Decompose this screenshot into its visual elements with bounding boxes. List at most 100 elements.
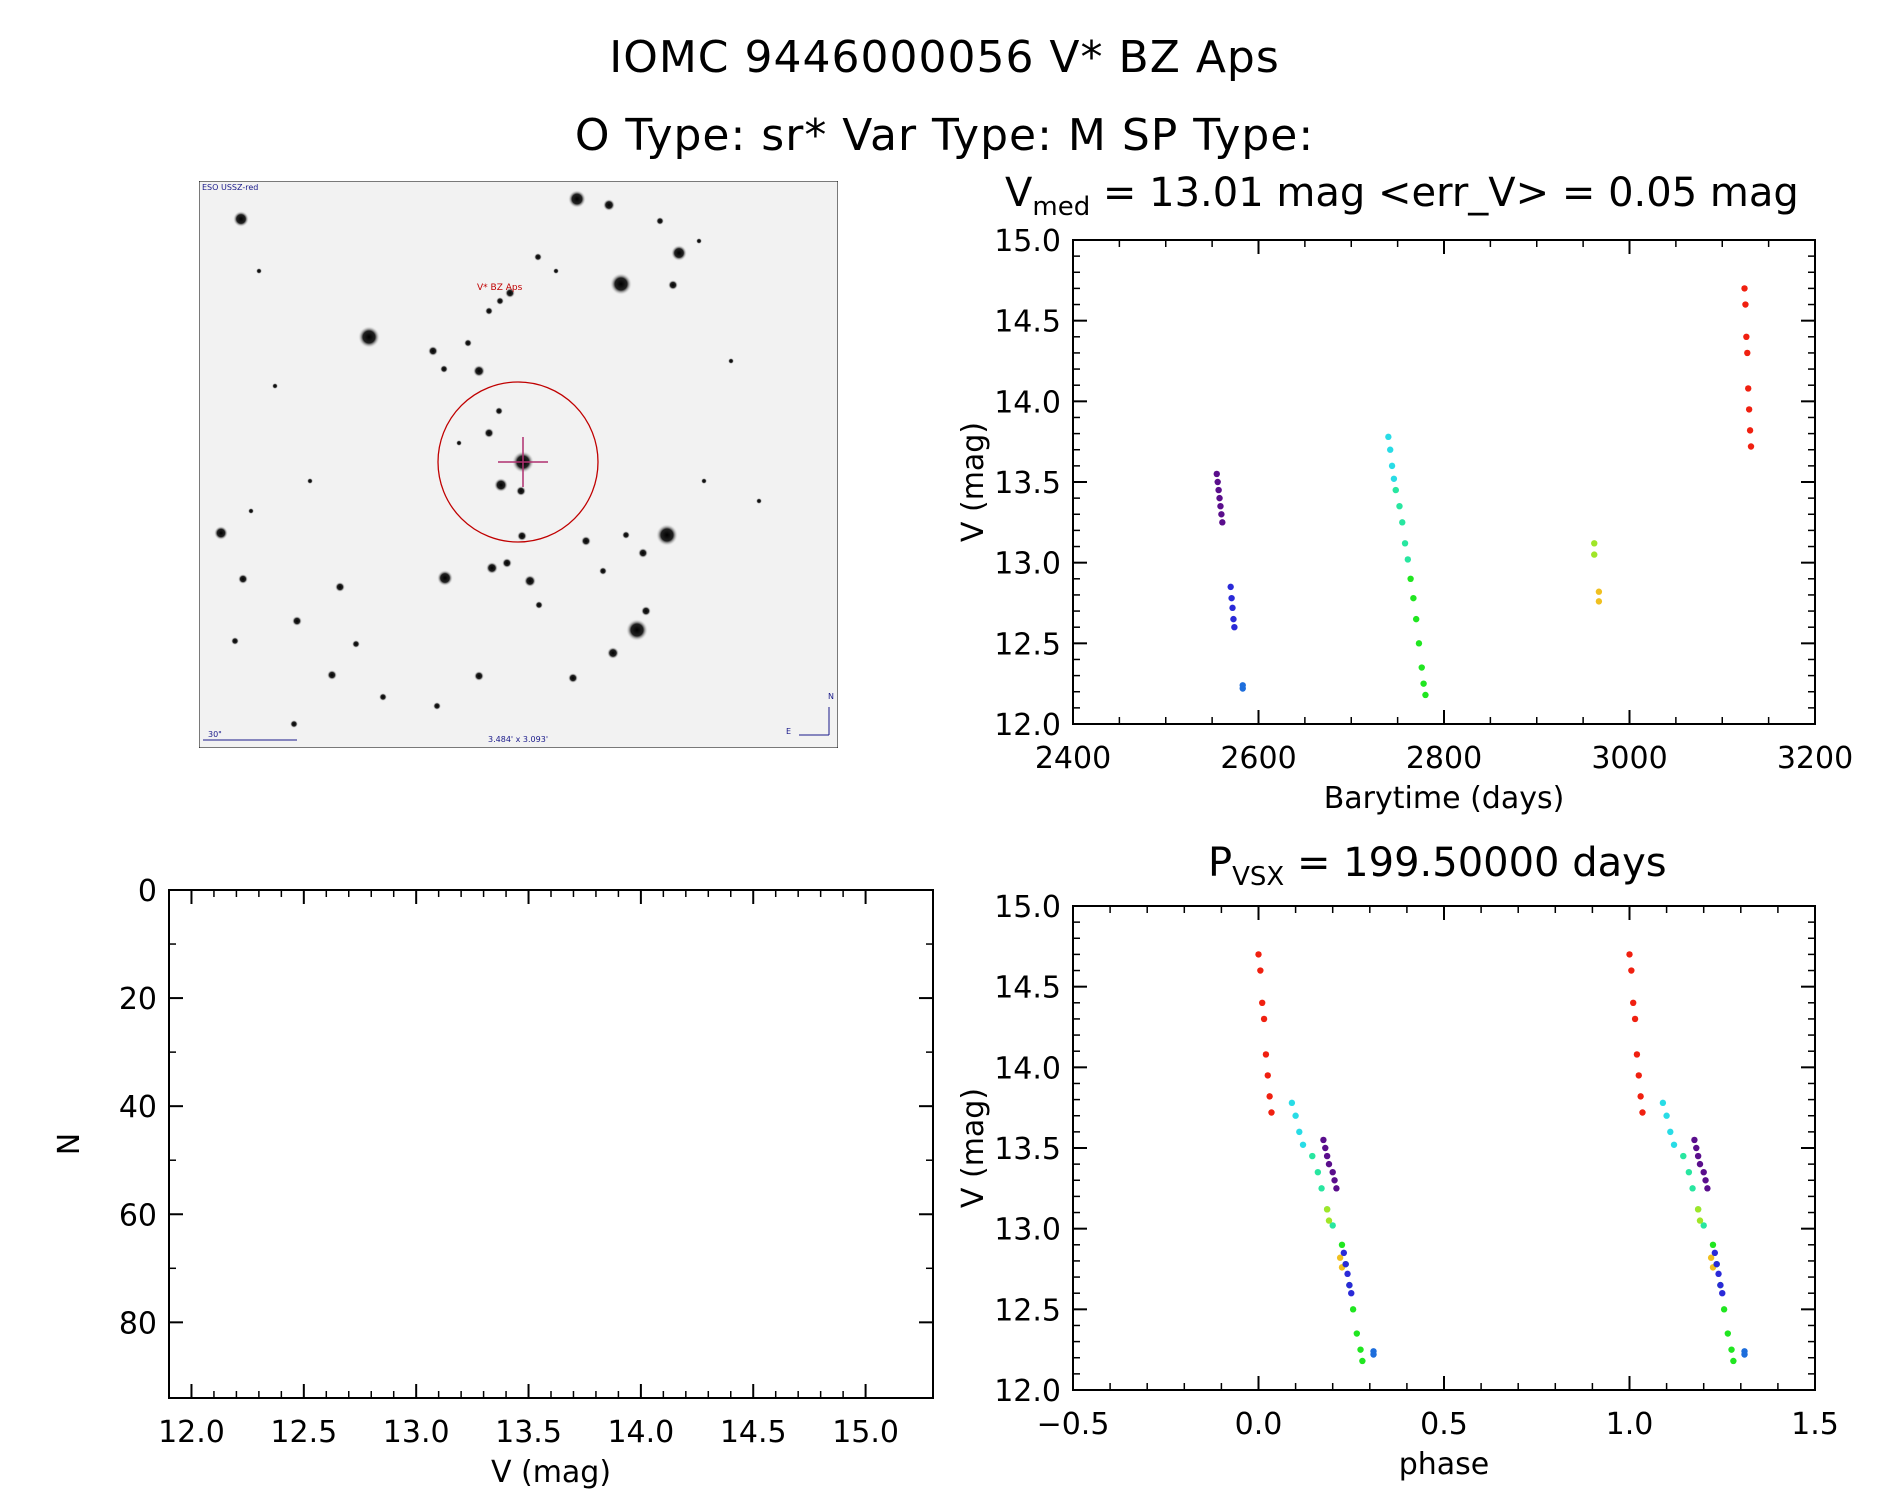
data-point-repeat: [1704, 1185, 1711, 1192]
x-tick-label: 3200: [1777, 741, 1853, 776]
y-tick-label: 12.0: [994, 708, 1061, 743]
data-point: [1412, 615, 1420, 623]
y-axis-label: N: [52, 1133, 87, 1155]
data-point: [1407, 575, 1414, 582]
data-point-repeat: [1707, 1254, 1715, 1261]
star: [428, 346, 438, 356]
lightcurve-title-text: = 13.01 mag <err_V> = 0.05 mag: [1090, 170, 1799, 216]
y-axis-label: V (mag): [956, 1088, 991, 1208]
data-point-repeat: [1717, 1281, 1724, 1289]
data-point: [1255, 951, 1262, 958]
star: [701, 478, 707, 484]
data-point: [1595, 588, 1603, 595]
data-point: [1387, 446, 1394, 453]
star: [535, 601, 543, 609]
data-point: [1219, 519, 1226, 526]
y-tick-label: 13.5: [994, 1132, 1061, 1167]
y-tick-label: 13.5: [994, 466, 1061, 501]
star: [505, 288, 515, 298]
star-field: [214, 190, 762, 728]
data-point: [1346, 1281, 1353, 1289]
y-tick-label: 15.0: [994, 890, 1061, 925]
star: [696, 238, 702, 244]
data-point-repeat: [1711, 1249, 1719, 1257]
data-point: [1333, 1185, 1340, 1192]
x-tick-label: 14.0: [607, 1415, 674, 1450]
data-point-repeat: [1630, 999, 1637, 1006]
data-point: [1329, 1222, 1336, 1229]
star: [440, 365, 448, 373]
data-point: [1231, 624, 1238, 631]
p-symbol: P: [1208, 840, 1233, 886]
chart-subtitle: O Type: sr* Var Type: M SP Type:: [574, 110, 1315, 161]
data-point: [1329, 1169, 1336, 1176]
data-point: [1227, 583, 1234, 591]
data-point: [1591, 551, 1598, 558]
data-point: [1309, 1152, 1316, 1160]
data-point-repeat: [1724, 1330, 1732, 1337]
y-tick-label: 12.0: [994, 1374, 1061, 1409]
y-tick-label: 0: [138, 874, 157, 909]
star: [524, 575, 536, 587]
x-tick-label: 12.0: [158, 1415, 225, 1450]
x-axis-label: V (mag): [491, 1455, 611, 1490]
data-point-repeat: [1696, 1160, 1704, 1168]
data-point: [1396, 503, 1403, 510]
data-point: [1745, 385, 1752, 392]
data-point: [1595, 598, 1603, 605]
sky-image: ESO USSZ-red V* BZ Aps 30" 3.484' x 3.09…: [199, 181, 838, 748]
x-tick-label: −0.5: [1037, 1407, 1110, 1442]
data-point: [1353, 1330, 1361, 1337]
data-point-repeat: [1663, 1112, 1670, 1119]
data-point: [1325, 1217, 1333, 1224]
data-point: [1266, 1093, 1273, 1100]
star: [622, 531, 630, 539]
data-point: [1264, 1072, 1271, 1079]
data-point-repeat: [1694, 1206, 1702, 1213]
data-point: [1228, 594, 1235, 602]
star: [248, 508, 254, 514]
data-point-repeat: [1631, 1015, 1639, 1023]
phase-plot: −0.5 0.0 0.5 1.0 1.5 12.0 12.5 13.0 13.5 14.0 14.5…: [956, 890, 1839, 1482]
x-tick-label: 2400: [1035, 741, 1111, 776]
data-point-repeat: [1700, 1222, 1707, 1229]
star: [485, 307, 493, 315]
star: [379, 693, 387, 701]
v-subscript: med: [1032, 192, 1091, 222]
data-point-repeat: [1680, 1152, 1687, 1160]
star: [516, 486, 526, 496]
survey-label: ESO USSZ-red: [202, 183, 258, 192]
y-tick-label: 14.0: [994, 385, 1061, 420]
data-point-repeat: [1637, 1093, 1644, 1100]
y-tick-label: 14.0: [994, 1051, 1061, 1086]
data-point: [1336, 1254, 1344, 1261]
data-point: [1392, 486, 1399, 494]
star: [327, 670, 337, 680]
chart-title: IOMC 9446000056 V* BZ Aps: [609, 32, 1280, 83]
data-point-repeat: [1709, 1241, 1717, 1249]
data-point-repeat: [1713, 1260, 1720, 1268]
y-tick-label: 14.5: [994, 971, 1061, 1006]
star: [437, 570, 453, 586]
x-tick-label: 0.0: [1235, 1407, 1283, 1442]
data-point: [1370, 1351, 1377, 1358]
data-point-repeat: [1741, 1351, 1748, 1358]
star: [668, 280, 678, 290]
data-point: [1744, 349, 1751, 357]
data-point: [1218, 511, 1225, 518]
data-point: [1331, 1177, 1338, 1184]
data-point-repeat: [1689, 1185, 1696, 1192]
data-point: [1299, 1141, 1307, 1148]
data-point: [1349, 1306, 1357, 1313]
star: [464, 339, 472, 347]
lightcurve-frame: [1072, 239, 1816, 725]
x-tick-label: 12.5: [270, 1415, 337, 1450]
data-point-repeat: [1694, 1152, 1702, 1160]
y-tick-label: 40: [119, 1090, 157, 1125]
data-point-repeat: [1667, 1128, 1674, 1136]
star: [603, 199, 615, 211]
data-point-repeat: [1691, 1136, 1698, 1144]
y-tick-label: 12.5: [994, 1293, 1061, 1328]
data-point-repeat: [1670, 1141, 1678, 1148]
